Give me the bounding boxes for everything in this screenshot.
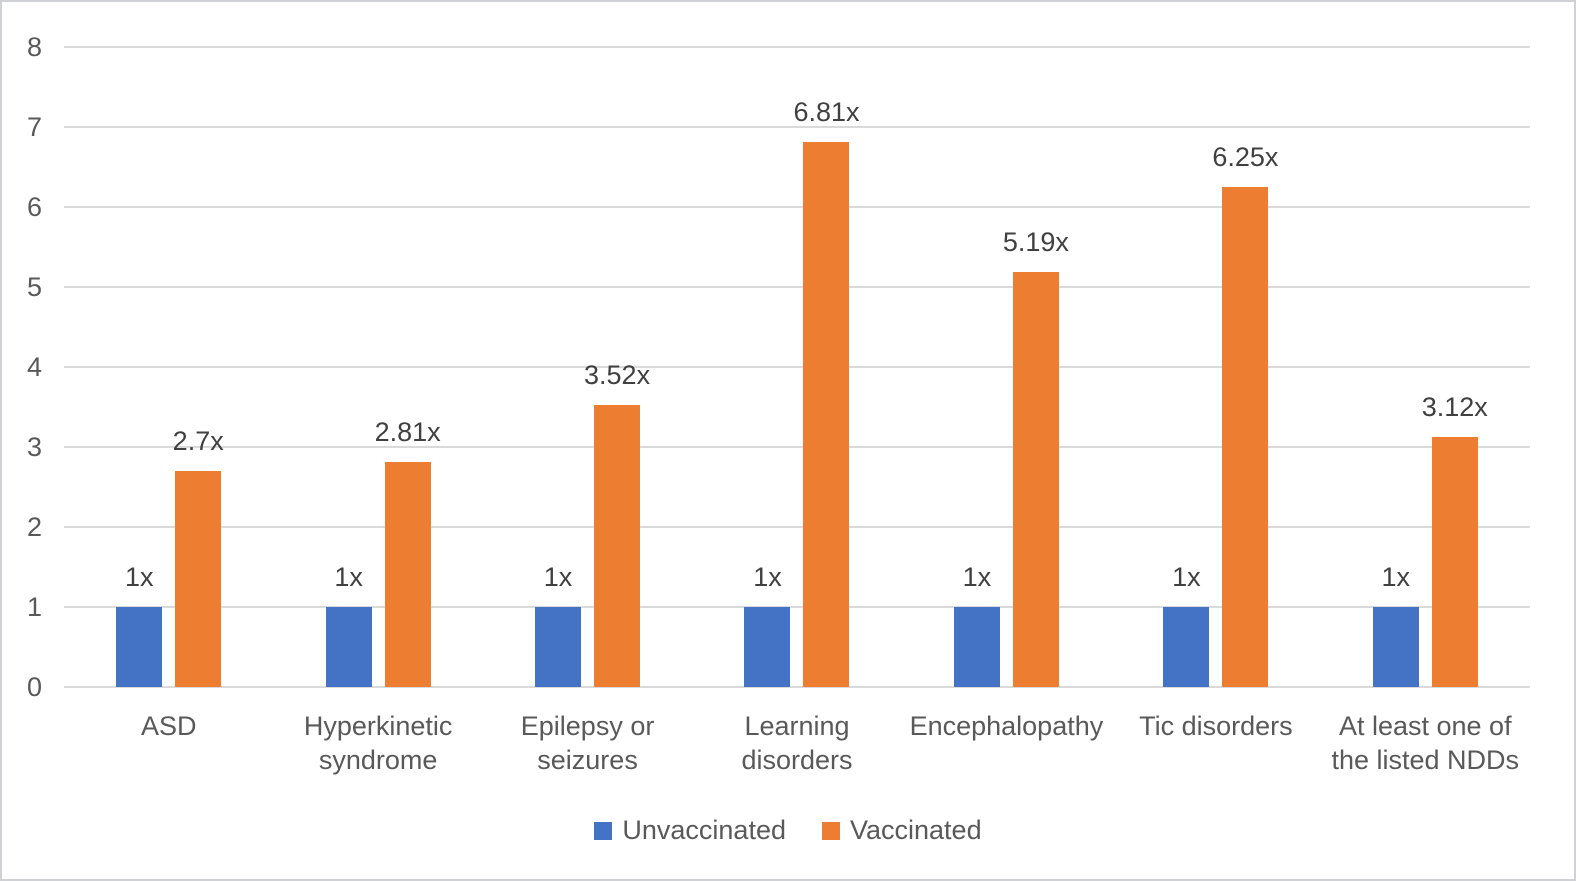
y-axis-tick-label: 3: [26, 432, 42, 462]
bar-slot-vaccinated: 6.81x: [793, 47, 860, 687]
bar-group: 1x 3.52x: [483, 47, 692, 687]
legend-item-unvaccinated: Unvaccinated: [594, 815, 786, 846]
gridline: [64, 206, 1530, 208]
bar-vaccinated: [803, 142, 850, 687]
data-label-unvaccinated: 1x: [753, 562, 782, 592]
bar-slot-unvaccinated: 1x: [744, 47, 791, 687]
bar-group: 1x 6.81x: [692, 47, 901, 687]
bar-group: 1x 5.19x: [902, 47, 1111, 687]
bar-vaccinated: [1431, 437, 1478, 687]
bar-group: 1x 2.7x: [64, 47, 273, 687]
bar-unvaccinated: [535, 607, 582, 687]
bar-slot-unvaccinated: 1x: [1163, 47, 1210, 687]
legend-item-vaccinated: Vaccinated: [822, 815, 982, 846]
category-label: At least one of the listed NDDs: [1331, 711, 1520, 775]
data-label-unvaccinated: 1x: [962, 562, 992, 592]
legend: Unvaccinated Vaccinated: [2, 815, 1574, 846]
category-label: Learning disorders: [741, 711, 853, 775]
bar-slot-vaccinated: 2.7x: [172, 47, 224, 687]
data-label-unvaccinated: 1x: [1172, 562, 1201, 592]
data-label-vaccinated: 6.25x: [1212, 142, 1279, 172]
bar-slot-unvaccinated: 1x: [116, 47, 163, 687]
legend-swatch-vaccinated-icon: [822, 821, 840, 840]
gridline: [64, 686, 1530, 688]
x-axis: ASD Hyperkinetic syndrome Epilepsy or seiz…: [64, 709, 1530, 799]
bar-slot-vaccinated: 3.52x: [584, 47, 650, 687]
y-axis-tick-label: 6: [26, 192, 42, 222]
bar-vaccinated: [1222, 187, 1269, 687]
bar-unvaccinated: [1163, 607, 1210, 687]
data-label-unvaccinated: 1x: [1381, 562, 1411, 592]
bar-slot-unvaccinated: 1x: [535, 47, 582, 687]
gridline: [64, 526, 1530, 528]
y-axis-tick-label: 4: [26, 352, 42, 382]
category-label: Epilepsy or seizures: [520, 711, 655, 775]
y-axis-tick-label: 1: [26, 592, 42, 622]
bar-vaccinated: [384, 462, 431, 687]
gridline: [64, 286, 1530, 288]
bar-slot-vaccinated: 2.81x: [375, 47, 441, 687]
gridline: [64, 606, 1530, 608]
bar-slot-vaccinated: 3.12x: [1422, 47, 1488, 687]
data-label-vaccinated: 3.12x: [1421, 392, 1488, 423]
bar-vaccinated: [594, 405, 641, 687]
y-axis-tick-label: 8: [26, 32, 42, 62]
legend-label-unvaccinated: Unvaccinated: [622, 815, 786, 845]
bar-slot-vaccinated: 6.25x: [1212, 47, 1278, 687]
category-label: Tic disorders: [1139, 711, 1293, 741]
data-label-vaccinated: 6.81x: [793, 97, 860, 128]
bar-slot-unvaccinated: 1x: [953, 47, 1000, 687]
y-axis-tick-label: 5: [26, 272, 42, 302]
data-label-vaccinated: 5.19x: [1002, 226, 1069, 257]
bar-vaccinated: [1012, 271, 1059, 687]
data-label-vaccinated: 3.52x: [584, 360, 651, 391]
gridline: [64, 446, 1530, 448]
y-axis-tick-label: 0: [26, 672, 42, 702]
bar-unvaccinated: [1372, 607, 1419, 687]
gridline: [64, 366, 1530, 368]
bar-unvaccinated: [325, 607, 372, 687]
bar-vaccinated: [175, 471, 222, 687]
bar-group: 1x 3.12x: [1321, 47, 1530, 687]
category-label: Encephalopathy: [909, 711, 1104, 741]
legend-swatch-unvaccinated-icon: [594, 821, 613, 840]
bar-unvaccinated: [953, 607, 1000, 687]
bar-group: 1x 2.81x: [273, 47, 482, 687]
plot-area: 1x 2.7x 1x 2.81x 1x 3.52x 1x 6.81x 1x 5.19x 1x 6.25…: [64, 46, 1530, 688]
bar-group: 1x 6.25x: [1111, 47, 1320, 687]
y-axis-tick-label: 7: [26, 112, 42, 142]
y-axis-tick-label: 2: [26, 512, 42, 542]
gridline: [64, 126, 1530, 128]
data-label-unvaccinated: 1x: [124, 562, 154, 592]
gridline: [64, 46, 1530, 48]
data-label-unvaccinated: 1x: [334, 562, 363, 592]
bar-unvaccinated: [744, 607, 791, 687]
bar-unvaccinated: [116, 607, 163, 687]
category-label: Hyperkinetic syndrome: [303, 711, 453, 775]
y-axis: 0 1 2 3 4 5 6 7 8: [2, 32, 42, 702]
bar-slot-unvaccinated: 1x: [1372, 47, 1419, 687]
legend-label-vaccinated: Vaccinated: [850, 815, 982, 845]
data-label-vaccinated: 2.7x: [172, 426, 224, 456]
data-label-unvaccinated: 1x: [543, 562, 573, 592]
bar-slot-vaccinated: 5.19x: [1003, 47, 1069, 687]
data-label-vaccinated: 2.81x: [374, 417, 441, 448]
bar-slot-unvaccinated: 1x: [325, 47, 372, 687]
category-label: ASD: [140, 711, 197, 741]
